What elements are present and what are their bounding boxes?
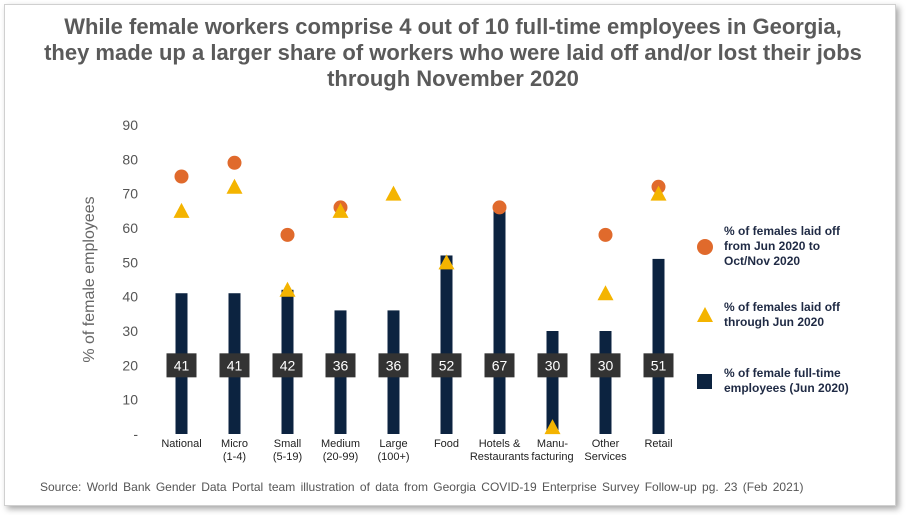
- bar-value-box: [643, 353, 674, 378]
- category-label: Large: [379, 438, 407, 450]
- bar-value-box: [537, 353, 568, 378]
- category-label: Medium: [321, 438, 360, 450]
- chart-title: While female workers comprise 4 out of 1…: [44, 14, 862, 91]
- bar-value-label: 30: [598, 357, 614, 373]
- y-tick-label: -: [133, 426, 138, 442]
- legend-square-icon: [697, 374, 712, 389]
- bar-value-label: 41: [174, 357, 190, 373]
- y-tick-label: 70: [122, 186, 138, 202]
- category-label: facturing: [531, 451, 573, 463]
- bar-value-box: [272, 353, 303, 378]
- category-label: Other: [592, 438, 620, 450]
- category-label: Small: [274, 438, 302, 450]
- bar-value-box: [484, 353, 515, 378]
- bar-value-box: [166, 353, 197, 378]
- bar: [440, 255, 453, 434]
- legend-label-line: % of females laid off: [724, 300, 841, 314]
- y-tick-label: 20: [122, 357, 138, 373]
- laid-off-jun-point: [544, 419, 561, 435]
- legend-item: % of females laid off through Jun 2020: [694, 300, 840, 330]
- laid-off-jun-point: [438, 254, 455, 270]
- category-label: (100+): [377, 451, 409, 463]
- laid-off-jun-oct-point: [174, 169, 189, 184]
- bar-value-label: 51: [651, 357, 667, 373]
- category-label: National: [161, 438, 201, 450]
- legend-label-line: through Jun 2020: [724, 315, 825, 329]
- legend-item: % of female full-time employees (Jun 2020…: [694, 366, 849, 396]
- legend-label-line: Oct/Nov 2020: [724, 254, 801, 268]
- laid-off-jun-point: [385, 185, 402, 201]
- laid-off-jun-point: [226, 178, 243, 194]
- laid-off-jun-point: [173, 202, 190, 218]
- bar: [599, 331, 612, 434]
- bar-value-label: 30: [545, 357, 561, 373]
- bar: [652, 258, 665, 434]
- laid-off-jun-point: [597, 285, 614, 301]
- laid-off-jun-point: [650, 185, 667, 201]
- bar-value-box: [590, 353, 621, 378]
- legend-triangle-icon: [697, 307, 713, 322]
- category-label: (20-99): [323, 451, 358, 463]
- y-tick-label: 90: [122, 117, 138, 133]
- bar-value-label: 41: [227, 357, 243, 373]
- bar-value-label: 36: [333, 357, 349, 373]
- bar-value-label: 67: [492, 357, 508, 373]
- category-label: Micro: [221, 438, 248, 450]
- category-label: Food: [434, 438, 459, 450]
- category-label: Restaurants: [470, 451, 530, 463]
- category-label: Retail: [644, 438, 672, 450]
- legend-label: % of females laid off through Jun 2020: [724, 300, 840, 330]
- y-tick-label: 60: [122, 220, 138, 236]
- bar-value-box: [431, 353, 462, 378]
- bar-value-label: 36: [386, 357, 402, 373]
- bar-value-box: [378, 353, 409, 378]
- category-label: Manu-: [537, 438, 569, 450]
- bar-value-label: 42: [280, 357, 296, 373]
- source-note: Source: World Bank Gender Data Portal te…: [40, 480, 804, 494]
- category-label: (1-4): [223, 451, 246, 463]
- bar-value-label: 52: [439, 357, 455, 373]
- laid-off-jun-oct-point: [227, 155, 242, 170]
- legend-label: % of female full-time employees (Jun 2020…: [724, 366, 849, 396]
- legend-label-line: % of female full-time: [724, 366, 841, 380]
- legend-label: % of females laid off from Jun 2020 to Oct…: [724, 224, 840, 269]
- legend-label-line: employees (Jun 2020): [724, 381, 849, 395]
- y-axis-title: % of female employees: [81, 196, 98, 362]
- laid-off-jun-oct-point: [598, 227, 613, 242]
- y-tick-label: 40: [122, 289, 138, 305]
- laid-off-jun-point: [332, 202, 349, 218]
- legend-circle-icon: [697, 238, 713, 255]
- bar: [493, 203, 506, 434]
- category-label: (5-19): [273, 451, 302, 463]
- y-tick-label: 30: [122, 323, 138, 339]
- legend-item: % of females laid off from Jun 2020 to Oct…: [694, 224, 840, 269]
- laid-off-jun-oct-point: [492, 200, 507, 215]
- category-label: Services: [584, 451, 627, 463]
- legend-label-line: % of females laid off: [724, 224, 841, 238]
- laid-off-jun-point: [279, 281, 296, 297]
- y-tick-label: 10: [122, 392, 138, 408]
- category-label: Hotels &: [479, 438, 521, 450]
- laid-off-jun-oct-point: [280, 227, 295, 242]
- bar: [546, 331, 559, 434]
- y-tick-label: 80: [122, 151, 138, 167]
- y-tick-label: 50: [122, 254, 138, 270]
- bar-value-box: [219, 353, 250, 378]
- legend-label-line: from Jun 2020 to: [724, 239, 821, 253]
- bar-value-box: [325, 353, 356, 378]
